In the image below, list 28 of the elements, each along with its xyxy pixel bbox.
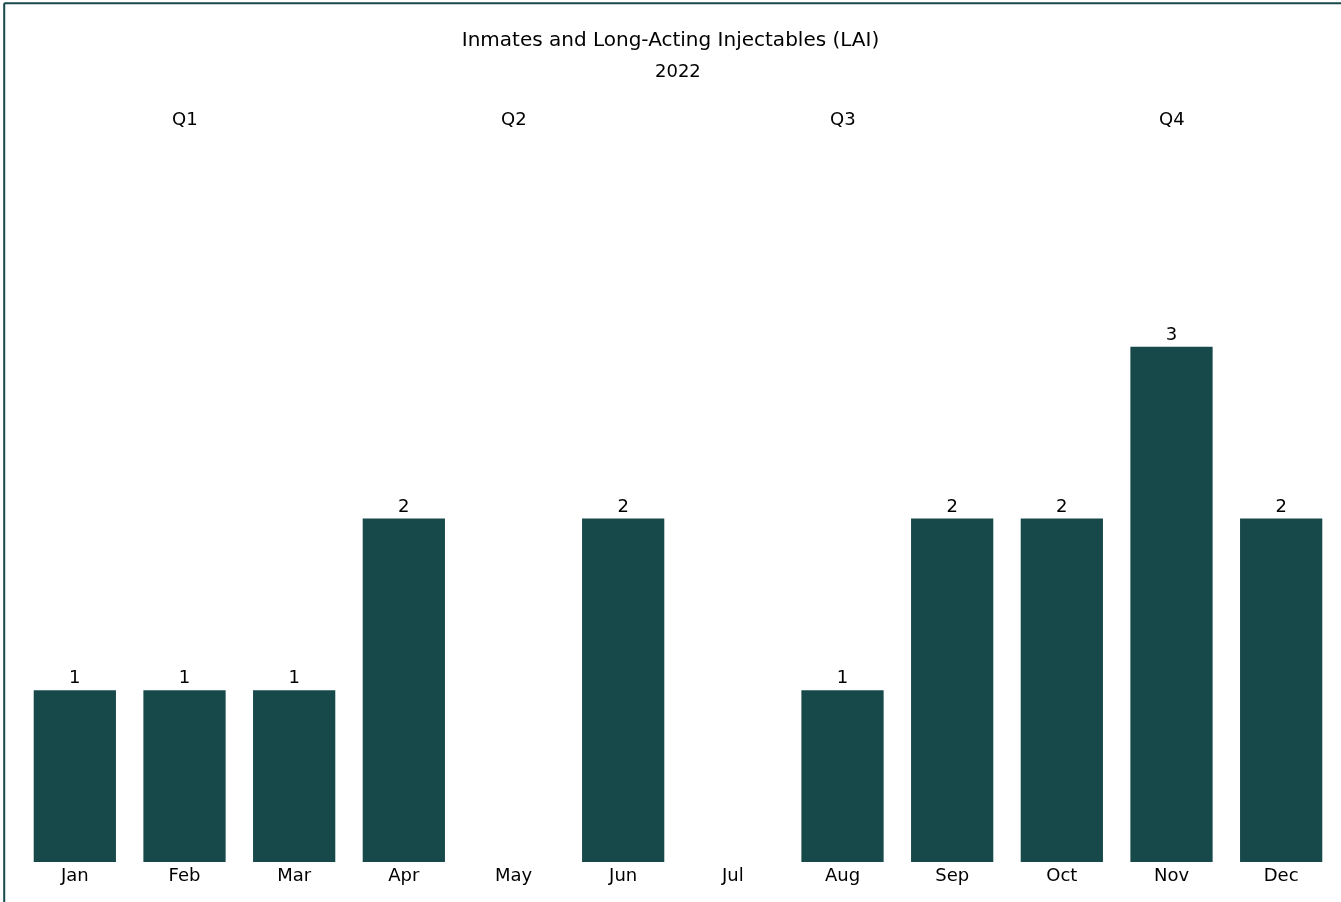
x-tick-label: Jun — [608, 864, 638, 885]
x-tick-label: Mar — [277, 864, 312, 885]
data-label: 2 — [617, 494, 629, 516]
data-label: 2 — [1056, 494, 1068, 516]
x-tick-label: Nov — [1153, 864, 1190, 885]
data-label: 1 — [69, 666, 81, 688]
x-tick-label: Jul — [720, 864, 744, 885]
data-label: 1 — [178, 666, 191, 688]
x-tick-label: Jan — [59, 864, 89, 885]
x-tick-label: Feb — [168, 864, 201, 885]
x-tick-label: Dec — [1263, 864, 1299, 885]
x-tick-label: Sep — [935, 864, 970, 885]
data-label: 2 — [398, 494, 410, 516]
data-label: 1 — [836, 666, 849, 688]
text: Q2 — [501, 108, 527, 129]
data-label: 3 — [1165, 322, 1178, 344]
data-label: 2 — [946, 494, 958, 516]
data-label: 1 — [288, 666, 300, 688]
chart-title: Inmates and Long-Acting Injectables (LAI) — [461, 26, 880, 51]
x-tick-label: Oct — [1046, 864, 1078, 885]
chart-subtitle: 2022 — [655, 60, 701, 81]
x-tick-label: May — [494, 864, 533, 885]
x-tick-label: Aug — [824, 864, 861, 885]
data-label: 2 — [1275, 494, 1287, 516]
text: Q3 — [830, 108, 856, 129]
x-tick-label: Apr — [388, 864, 420, 885]
text: Q4 — [1159, 108, 1185, 129]
text: Q1 — [172, 108, 198, 129]
